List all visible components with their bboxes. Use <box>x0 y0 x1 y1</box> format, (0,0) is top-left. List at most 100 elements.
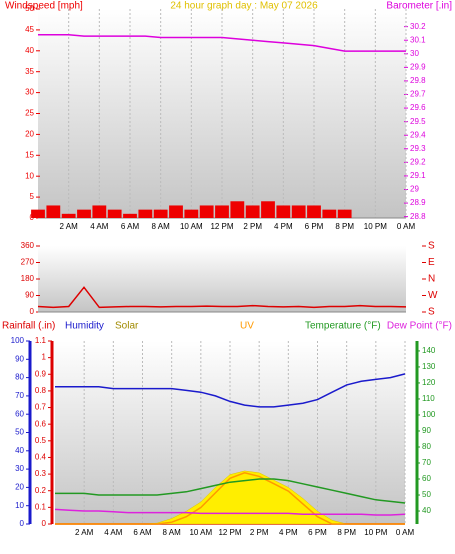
bar <box>107 209 122 218</box>
tick-label: 30.2 <box>410 22 426 31</box>
tick-label: 70 <box>15 391 24 400</box>
tick-label: 0.6 <box>35 419 47 428</box>
x-tick-label: 8 PM <box>337 528 356 537</box>
bar <box>307 205 321 218</box>
bar <box>77 209 91 218</box>
tick-label: 25 <box>25 109 34 118</box>
bar <box>92 205 107 218</box>
tick-label: 10 <box>15 501 24 510</box>
tick-label: 50 <box>422 490 431 499</box>
x-tick-label: 8 PM <box>335 222 354 231</box>
tick-label: 15 <box>25 150 34 159</box>
bar <box>230 201 245 218</box>
x-tick-label: 12 PM <box>218 528 241 537</box>
tick-label: N <box>428 274 435 285</box>
tick-label: 110 <box>422 394 435 403</box>
tick-label: 45 <box>25 25 34 34</box>
x-tick-label: 0 AM <box>397 222 416 231</box>
line <box>38 34 406 52</box>
bar <box>61 213 76 218</box>
tick-label: 29.2 <box>410 157 426 166</box>
bar <box>138 209 153 218</box>
bar <box>245 205 260 218</box>
tick-label: 0 <box>42 519 47 528</box>
tick-label: 30 <box>25 88 34 97</box>
tick-label: 0 <box>30 307 35 316</box>
tick-label: 5 <box>30 192 35 201</box>
tick-label: 29.9 <box>410 62 426 71</box>
tick-label: 60 <box>15 409 24 418</box>
x-tick-label: 8 AM <box>163 528 182 537</box>
line <box>55 472 405 525</box>
tick-label: 90 <box>15 354 24 363</box>
tick-label: 30 <box>15 464 24 473</box>
tick-label: 360 <box>21 241 35 250</box>
tick-label: 40 <box>422 506 431 515</box>
tick-label: 130 <box>422 362 436 371</box>
tick-label: 0 <box>20 519 25 528</box>
tick-label: 28.8 <box>410 212 426 221</box>
tick-label: 28.9 <box>410 198 426 207</box>
tick-label: 0.3 <box>35 469 47 478</box>
bar <box>322 209 337 218</box>
x-tick-label: 0 AM <box>396 528 415 537</box>
x-tick-label: 10 PM <box>364 222 387 231</box>
x-tick-label: 12 PM <box>210 222 233 231</box>
tick-label: 29.3 <box>410 144 426 153</box>
tick-label: 40 <box>25 46 34 55</box>
tick-label: W <box>428 290 438 301</box>
series-name: Dew Point (°F) <box>387 321 452 332</box>
tick-label: 80 <box>15 373 24 382</box>
tick-label: 29.1 <box>410 171 426 180</box>
bar <box>291 205 306 218</box>
tick-label: 35 <box>25 67 34 76</box>
x-tick-label: 4 PM <box>274 222 293 231</box>
tick-label: 29.5 <box>410 117 426 126</box>
tick-label: 20 <box>25 130 34 139</box>
tick-label: 29 <box>410 185 419 194</box>
x-tick-label: 10 AM <box>189 528 212 537</box>
bar <box>215 205 229 218</box>
tick-label: 50 <box>15 428 24 437</box>
bar <box>184 209 199 218</box>
tick-label: 30 <box>410 49 419 58</box>
bar <box>123 213 137 218</box>
tick-label: 0.8 <box>35 386 47 395</box>
x-tick-label: 6 PM <box>308 528 327 537</box>
series-name: Humidity <box>65 321 104 332</box>
tick-label: 29.6 <box>410 103 426 112</box>
x-tick-label: 2 AM <box>60 222 79 231</box>
x-tick-label: 10 AM <box>180 222 203 231</box>
tick-label: 140 <box>422 346 436 355</box>
tick-label: E <box>428 257 435 268</box>
series-name: UV <box>240 321 254 332</box>
tick-label: 70 <box>422 458 431 467</box>
x-tick-label: 10 PM <box>364 528 387 537</box>
tick-label: 90 <box>422 426 431 435</box>
tick-label: 0.2 <box>35 486 47 495</box>
chart-title: 24 hour graph day : May 07 2026 <box>170 1 318 12</box>
tick-label: 0.7 <box>35 403 47 412</box>
bar <box>199 205 214 218</box>
series-name: Temperature (°F) <box>305 321 381 332</box>
line <box>54 508 406 516</box>
x-tick-label: 2 PM <box>250 528 269 537</box>
line <box>37 286 407 309</box>
tick-label: 50 <box>25 4 34 13</box>
tick-label: 29.8 <box>410 76 426 85</box>
tick-label: 0.4 <box>35 453 47 462</box>
x-tick-label: 8 AM <box>152 222 171 231</box>
x-tick-label: 2 PM <box>243 222 262 231</box>
bar <box>46 205 61 218</box>
tick-label: 0.5 <box>35 436 47 445</box>
tick-label: 10 <box>25 171 34 180</box>
bar <box>261 201 275 218</box>
tick-label: 270 <box>21 258 35 267</box>
x-tick-label: 2 AM <box>75 528 94 537</box>
x-tick-label: 4 AM <box>104 528 123 537</box>
tick-label: 1.1 <box>35 336 47 345</box>
tick-label: S <box>428 307 435 318</box>
x-tick-label: 4 PM <box>279 528 298 537</box>
bar <box>337 209 352 218</box>
tick-label: 60 <box>422 474 431 483</box>
